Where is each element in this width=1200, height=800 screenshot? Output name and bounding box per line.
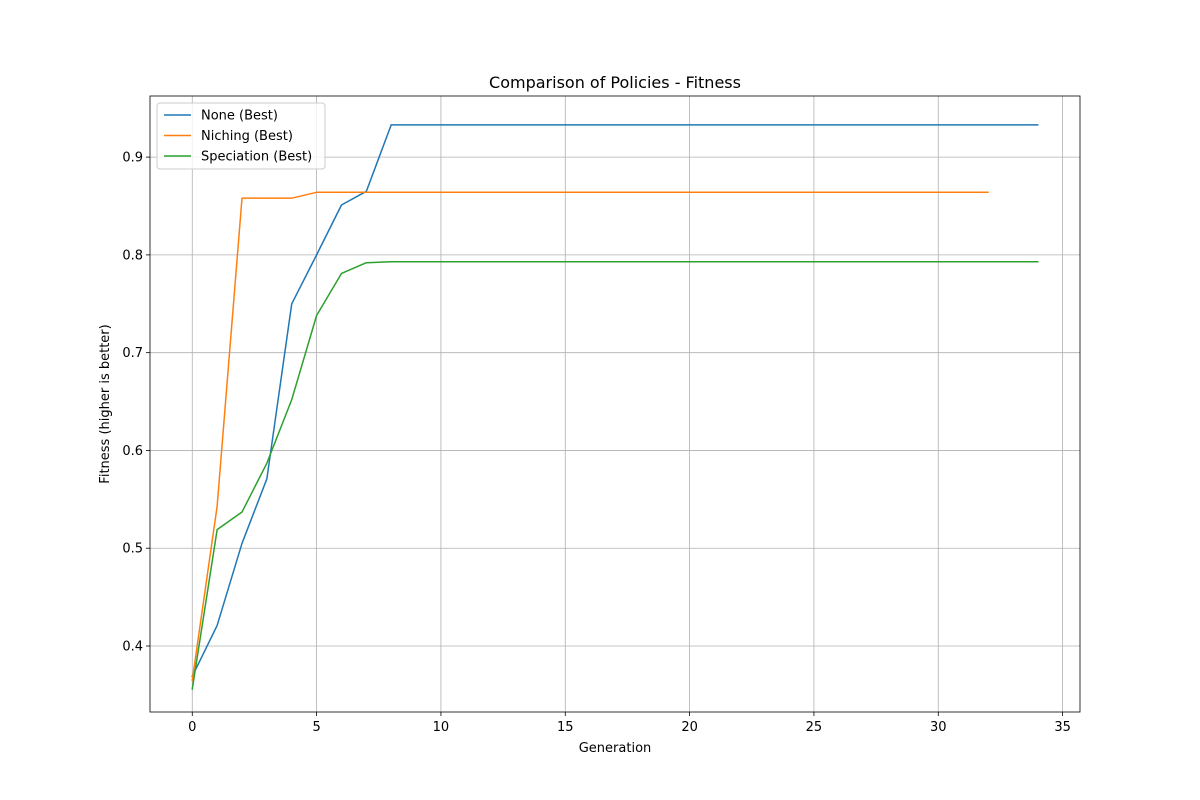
chart-title: Comparison of Policies - Fitness: [489, 73, 741, 92]
series-line-niching-best: [191, 191, 989, 682]
x-axis-label: Generation: [579, 741, 652, 756]
x-tick-label: 10: [433, 720, 450, 735]
x-tick-label: 0: [188, 720, 196, 735]
legend-box: [156, 102, 326, 170]
y-tick-label: 0.4: [122, 640, 143, 655]
x-tick-label: 25: [806, 720, 823, 735]
legend-label: Niching (Best): [201, 129, 293, 144]
y-tick-label: 0.9: [122, 151, 143, 166]
axis-ticks: 0 5 10 15 20 25 30 35 0.4 0.5 0.6 0.7 0.8 0.9: [122, 151, 1071, 735]
y-axis-label: Fitness (higher is better): [98, 324, 113, 483]
plot-frame: [149, 95, 1081, 713]
y-tick-label: 0.7: [122, 346, 143, 361]
y-tick-label: 0.6: [122, 444, 143, 459]
series-lines: [191, 124, 1039, 690]
x-tick-label: 35: [1054, 720, 1071, 735]
legend-label: Speciation (Best): [201, 150, 312, 165]
y-tick-label: 0.5: [122, 542, 143, 557]
legend: None (Best) Niching (Best) Speciation (Bes…: [156, 102, 326, 170]
x-tick-label: 20: [681, 720, 698, 735]
x-tick-label: 15: [557, 720, 574, 735]
x-tick-label: 30: [930, 720, 947, 735]
x-tick-label: 5: [312, 720, 320, 735]
series-line-none-best: [191, 124, 1039, 678]
series-line-speciation-best: [191, 260, 1039, 690]
legend-label: None (Best): [201, 109, 278, 124]
y-tick-label: 0.8: [122, 248, 143, 263]
